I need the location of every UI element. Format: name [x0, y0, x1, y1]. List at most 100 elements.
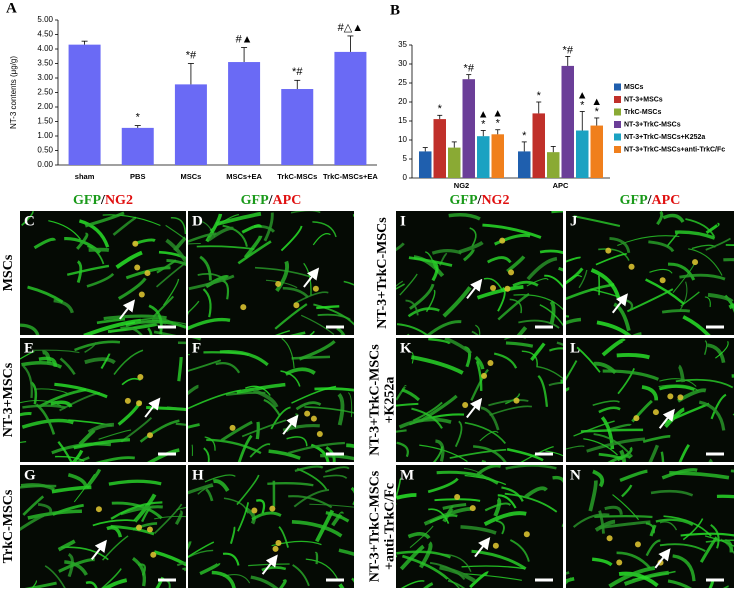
micrograph-background	[396, 211, 563, 335]
y-tick-label: 30	[398, 59, 407, 68]
cell-process	[57, 441, 73, 462]
cell-process	[664, 407, 685, 428]
cell-process	[648, 240, 675, 253]
x-tick-label: MSCs	[180, 172, 201, 181]
cell-process	[595, 252, 627, 266]
cell-process	[165, 238, 186, 266]
y-tick-label: 5	[403, 154, 408, 163]
cell-process	[64, 560, 88, 576]
cell-process	[573, 215, 621, 228]
cell-process	[241, 419, 287, 438]
labeled-cell	[454, 494, 461, 501]
column-header: GFP/NG2	[73, 193, 133, 208]
cell-process	[275, 329, 291, 335]
stain-target: NG2	[105, 193, 133, 208]
cell-process	[602, 369, 659, 381]
cell-process	[572, 513, 610, 528]
panel-label: G	[24, 467, 36, 483]
cell-process	[412, 401, 443, 422]
arrow	[658, 408, 675, 429]
cell-process	[338, 583, 345, 588]
micrograph: C	[20, 211, 186, 335]
cell-process	[290, 211, 321, 214]
cell-process	[66, 264, 110, 276]
cell-process	[396, 477, 402, 499]
cell-process	[476, 465, 501, 476]
cell-process	[497, 494, 517, 509]
legend-swatch	[614, 133, 621, 141]
cell-process	[493, 497, 502, 517]
cell-process	[298, 340, 336, 361]
cell-process	[669, 470, 730, 480]
y-tick-label: 4.50	[37, 30, 53, 39]
bar	[576, 130, 589, 178]
cell-process	[432, 446, 443, 462]
cell-process	[442, 286, 472, 318]
labeled-cell	[304, 410, 311, 417]
y-tick-label: 2.00	[37, 102, 53, 111]
cell-process	[484, 502, 512, 512]
labeled-cell	[634, 541, 641, 548]
cell-process	[705, 237, 731, 251]
micrograph: F	[188, 338, 354, 462]
cell-process	[618, 571, 659, 588]
cell-process	[237, 240, 272, 265]
cell-process	[632, 332, 642, 335]
cell-process	[396, 429, 407, 433]
stain-target: APC	[652, 193, 681, 208]
cell-process	[608, 565, 656, 588]
cell-process	[396, 402, 419, 407]
stain-marker: GFP	[241, 193, 269, 208]
cell-process	[677, 364, 685, 383]
micrograph-content	[396, 465, 563, 588]
cell-process	[33, 349, 80, 354]
cell-process	[220, 420, 253, 442]
bar	[228, 62, 261, 165]
row-label: NT-3+TrkC-MSCs	[375, 217, 390, 329]
cell-process	[252, 388, 279, 408]
cell-process	[448, 213, 481, 221]
significance-mark: *	[496, 118, 501, 130]
legend-label: NT-3+TrkC-MSCs+K252a	[624, 134, 705, 141]
cell-process	[536, 365, 563, 380]
cell-process	[662, 213, 685, 223]
cell-process	[548, 381, 563, 387]
cell-process	[626, 288, 674, 313]
cell-process	[197, 273, 227, 282]
cell-process	[100, 353, 111, 370]
cell-process	[293, 291, 329, 305]
cell-process	[351, 577, 354, 583]
cell-process	[196, 245, 255, 250]
cell-process	[483, 277, 504, 292]
cell-process	[518, 319, 560, 329]
cell-process	[176, 561, 186, 567]
cell-process	[291, 385, 337, 404]
micrograph: D	[188, 211, 354, 335]
cell-process	[102, 578, 128, 588]
cell-process	[162, 278, 180, 306]
cell-process	[35, 403, 56, 435]
cell-process	[396, 323, 429, 335]
labeled-cell	[492, 542, 499, 549]
panel-label: B	[390, 2, 400, 18]
cell-process	[309, 330, 315, 335]
cell-process	[400, 580, 425, 588]
cell-process	[688, 248, 723, 276]
cell-process	[21, 361, 63, 369]
cell-process	[102, 214, 161, 226]
cell-process	[115, 250, 143, 269]
cell-process	[270, 406, 291, 430]
cell-process	[407, 532, 431, 540]
micrograph-content	[188, 465, 354, 588]
labeled-cell	[275, 280, 282, 287]
cell-process	[282, 286, 309, 299]
row-label: MSCs	[1, 254, 16, 291]
cell-process	[497, 292, 530, 321]
labeled-cell	[504, 285, 511, 292]
cell-process	[399, 544, 425, 571]
cell-process	[566, 577, 575, 583]
cell-process	[251, 511, 282, 521]
micrograph: N	[566, 465, 734, 588]
cell-process	[74, 340, 121, 352]
labeled-cell	[499, 237, 506, 244]
